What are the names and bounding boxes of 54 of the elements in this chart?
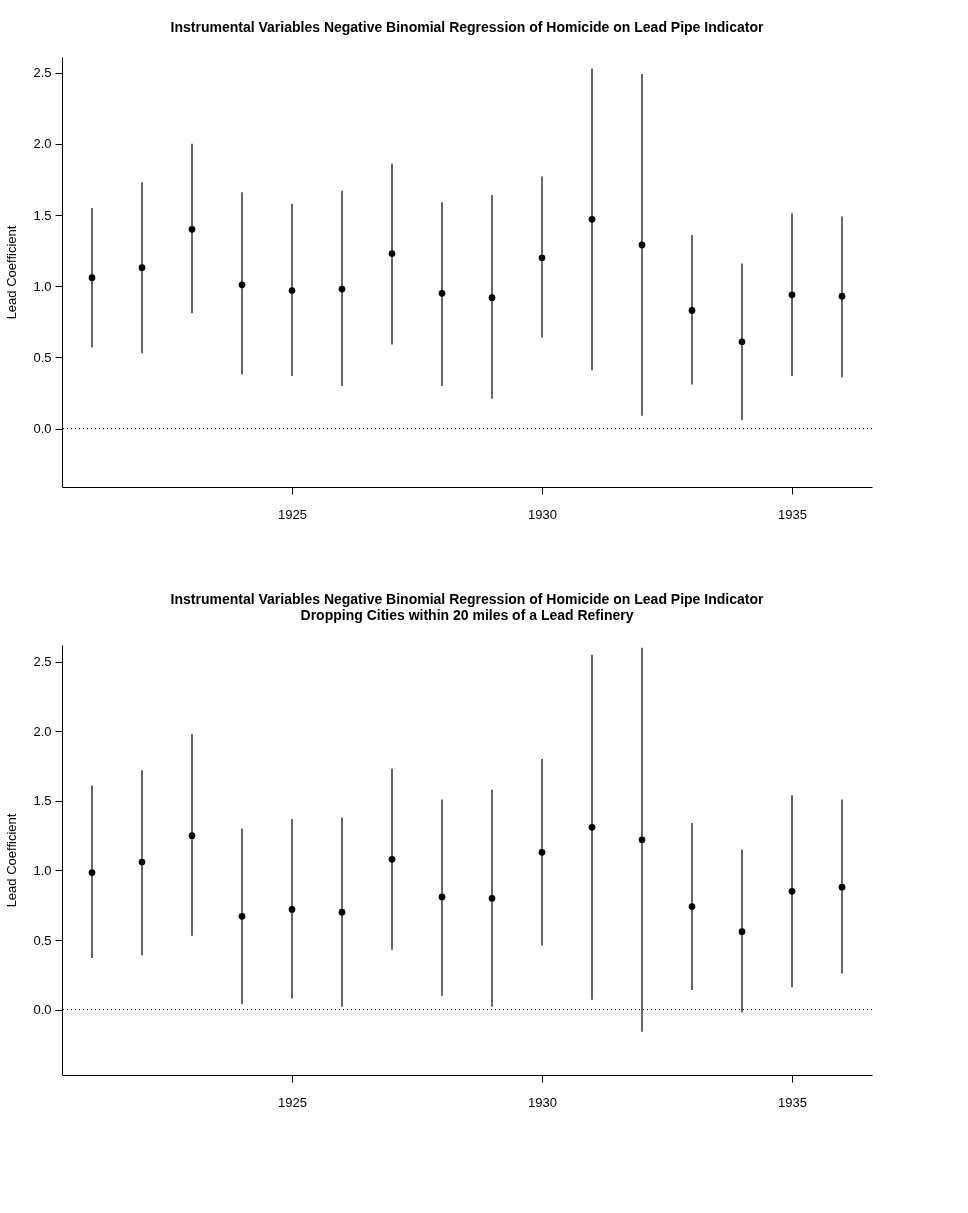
- x-tick-label: 1930: [528, 506, 557, 522]
- y-tick-label: 1.5: [33, 793, 52, 809]
- point: [88, 869, 96, 876]
- point: [638, 241, 646, 249]
- y-tick-label: 1.0: [33, 278, 52, 294]
- point: [688, 903, 696, 910]
- chart-title: Instrumental Variables Negative Binomial Regression of Homicide on Lead Pipe Indicator Dropping Cities within 20 miles of a Lead Refinery: [170, 591, 764, 623]
- point: [88, 274, 96, 282]
- y-tick-label: 1.5: [33, 207, 52, 223]
- point: [288, 906, 296, 913]
- point: [538, 849, 546, 856]
- point: [188, 832, 196, 839]
- point: [738, 928, 746, 936]
- point: [688, 307, 696, 314]
- point: [438, 290, 446, 297]
- point: [588, 823, 596, 831]
- point: [288, 287, 296, 294]
- y-tick-label: 0.0: [33, 421, 52, 437]
- y-tick-label: 2.5: [33, 65, 52, 81]
- y-axis-title: Lead Coefficient: [4, 813, 20, 908]
- y-tick-label: 0.5: [33, 932, 52, 948]
- point: [588, 215, 596, 223]
- point: [238, 281, 246, 289]
- x-tick-label: 1935: [778, 1094, 807, 1110]
- y-tick-label: 0.5: [33, 349, 52, 365]
- point: [188, 225, 196, 233]
- point: [838, 292, 846, 300]
- point: [338, 285, 346, 293]
- point: [738, 338, 746, 346]
- point: [488, 294, 496, 301]
- point: [338, 908, 346, 916]
- point: [138, 264, 146, 272]
- y-tick-label: 2.5: [33, 654, 52, 670]
- point: [538, 254, 546, 262]
- point: [488, 894, 496, 902]
- point: [788, 887, 796, 895]
- y-axis-title: Lead Coefficient: [4, 225, 20, 320]
- point: [138, 858, 146, 866]
- x-tick-label: 1930: [528, 1094, 557, 1110]
- y-tick-label: 2.0: [33, 136, 52, 152]
- point: [388, 855, 396, 863]
- chart-title: Instrumental Variables Negative Binomial Regression of Homicide on Lead Pipe Indicator: [170, 19, 764, 35]
- x-tick-label: 1925: [278, 1094, 307, 1110]
- point: [238, 913, 246, 920]
- point: [638, 836, 646, 844]
- x-tick-label: 1935: [778, 506, 807, 522]
- point: [438, 893, 446, 901]
- point: [838, 883, 846, 891]
- point: [788, 291, 796, 299]
- y-tick-label: 1.0: [33, 862, 52, 878]
- y-tick-label: 2.0: [33, 723, 52, 739]
- y-tick-label: 0.0: [33, 1002, 52, 1018]
- x-tick-label: 1925: [278, 506, 307, 522]
- point: [388, 250, 396, 257]
